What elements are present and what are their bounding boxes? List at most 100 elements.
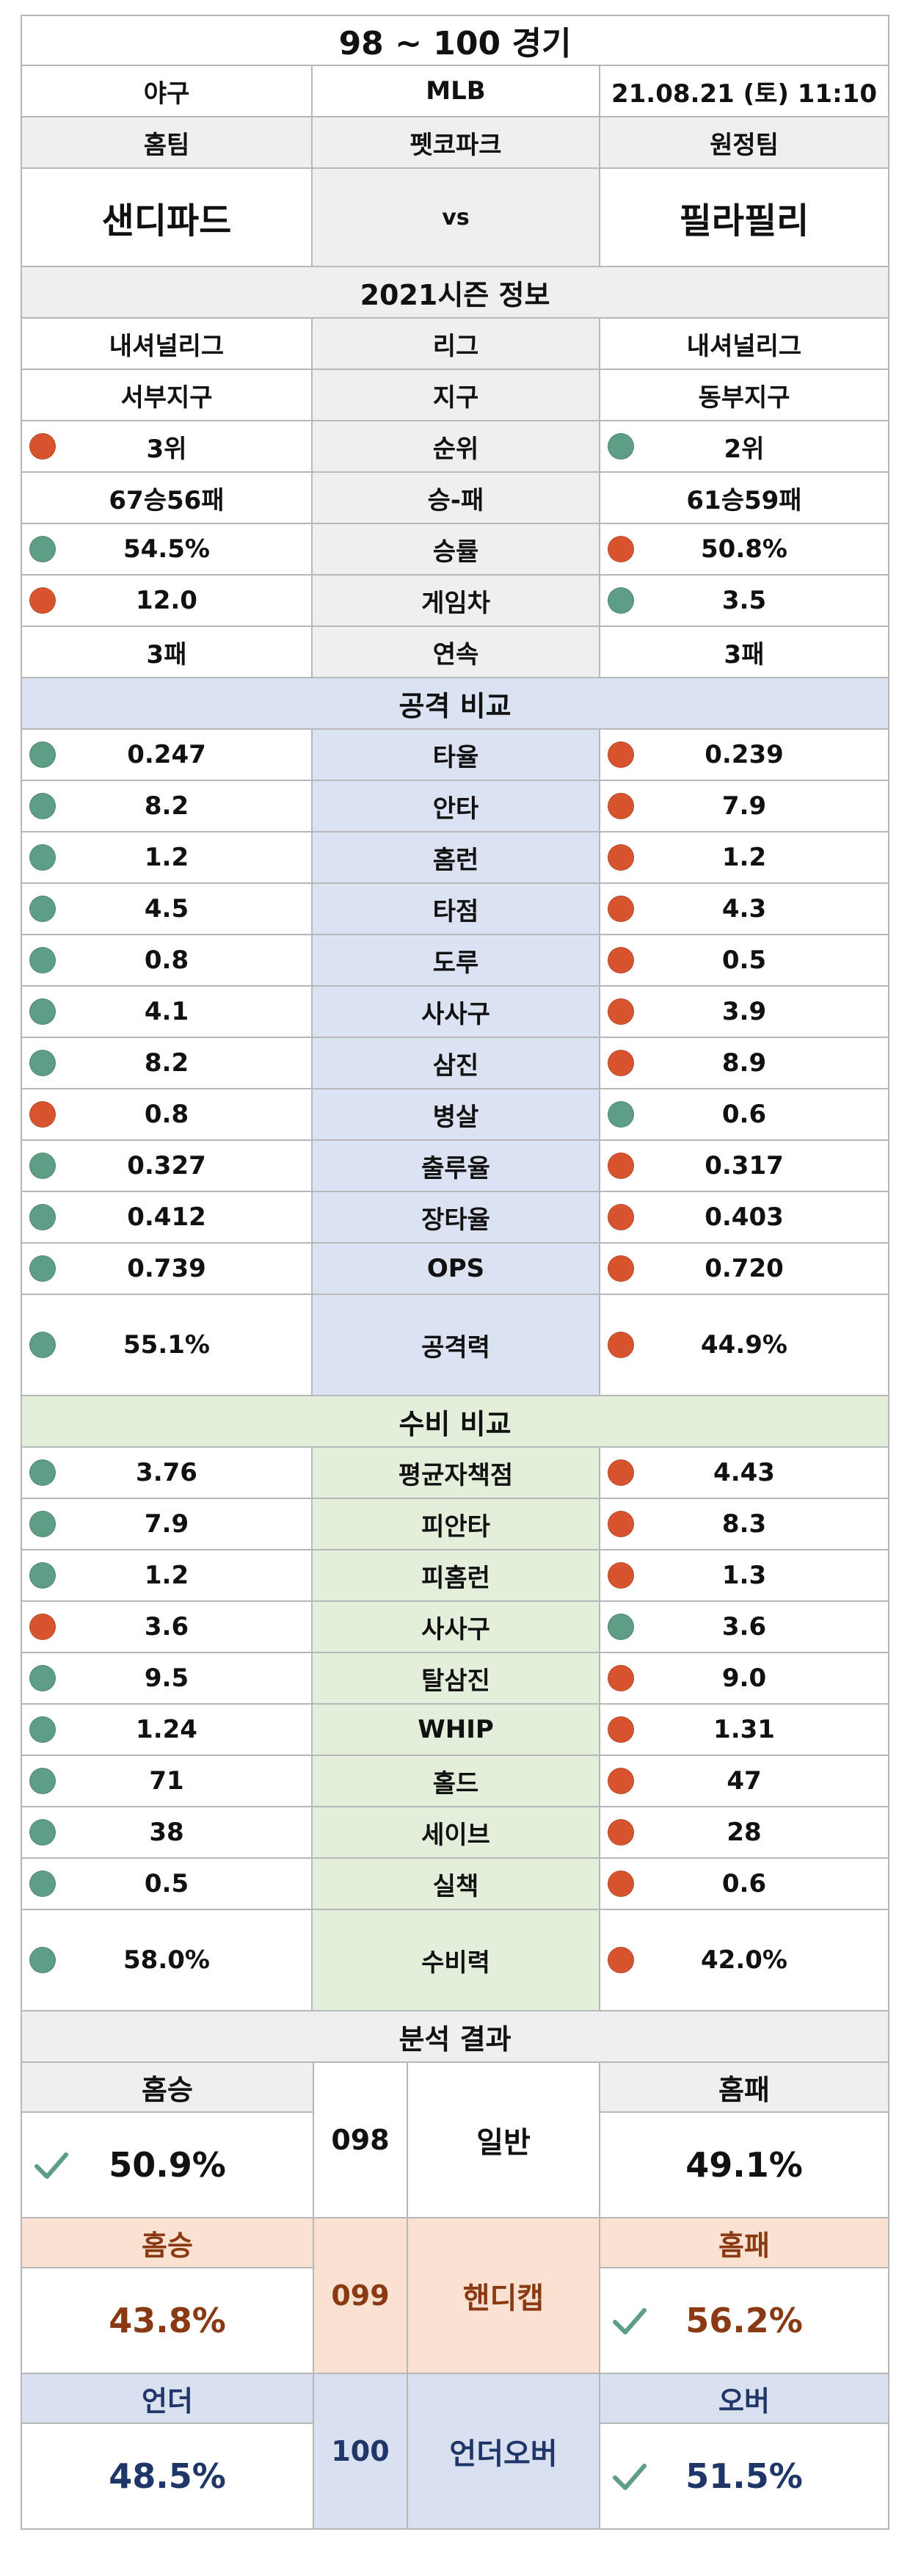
- stat-label: 피홈런: [313, 1550, 600, 1600]
- right-label: 오버: [600, 2374, 888, 2424]
- stat-label-text: 승률: [432, 537, 479, 567]
- stat-row: 0.5 실책 0.6: [21, 1859, 889, 1910]
- green-dot-icon: [29, 896, 56, 922]
- stat-label-text: 사사구: [421, 1614, 490, 1644]
- away-label: 원정팀: [710, 130, 779, 160]
- stat-row: 1.2 피홈런 1.3: [21, 1550, 889, 1602]
- red-dot-icon: [608, 741, 634, 768]
- home-team: 샌디파드: [22, 169, 313, 266]
- green-dot-icon: [29, 1768, 56, 1794]
- green-dot-icon: [29, 998, 56, 1025]
- away-value-text: 4.3: [721, 894, 767, 924]
- away-value: 3패: [600, 627, 888, 677]
- home-value-text: 3.76: [136, 1458, 197, 1487]
- red-dot-icon: [608, 1050, 634, 1076]
- home-value-text: 0.247: [127, 740, 206, 769]
- away-value-text: 50.8%: [701, 534, 787, 564]
- right-value-text: 49.1%: [685, 2145, 803, 2185]
- green-dot-icon: [29, 1562, 56, 1589]
- green-dot-icon: [29, 1947, 56, 1973]
- home-value: 1.2: [22, 832, 313, 882]
- away-value-text: 8.9: [721, 1048, 767, 1078]
- stat-row: 67승56패 승-패 61승59패: [21, 473, 889, 524]
- home-value: 내셔널리그: [22, 319, 313, 369]
- away-value: 44.9%: [600, 1295, 888, 1395]
- away-value-text: 7.9: [721, 791, 767, 821]
- home-value: 4.5: [22, 884, 313, 934]
- stat-label-text: 피홈런: [421, 1563, 490, 1593]
- stat-label-text: 리그: [432, 331, 479, 361]
- away-value: 50.8%: [600, 524, 888, 574]
- stat-row: 1.24 WHIP 1.31: [21, 1705, 889, 1756]
- home-value: 0.412: [22, 1192, 313, 1242]
- left-value-text: 50.9%: [109, 2145, 226, 2185]
- defense-header: 수비 비교: [21, 1396, 889, 1448]
- left-side: 홈승 50.9%: [22, 2063, 314, 2217]
- away-value: 0.6: [600, 1089, 888, 1139]
- right-side: 홈패 56.2%: [599, 2218, 888, 2373]
- stat-label-text: 홈런: [432, 845, 479, 875]
- stat-label-text: 출루율: [421, 1153, 490, 1183]
- check-icon: [611, 2457, 649, 2495]
- away-value-text: 동부지구: [698, 382, 790, 413]
- stat-label: 실책: [313, 1859, 600, 1909]
- away-value-text: 내셔널리그: [686, 331, 802, 361]
- right-label: 홈패: [600, 2218, 888, 2268]
- datetime: 21.08.21 (토) 11:10: [611, 79, 878, 109]
- away-value: 0.239: [600, 730, 888, 780]
- red-dot-icon: [29, 1614, 56, 1640]
- red-dot-icon: [608, 1332, 634, 1358]
- stat-row: 3.76 평균자책점 4.43: [21, 1448, 889, 1499]
- away-value: 47: [600, 1756, 888, 1806]
- away-value-text: 8.3: [721, 1509, 767, 1539]
- stat-label: 사사구: [313, 987, 600, 1037]
- green-dot-icon: [29, 1459, 56, 1486]
- away-value: 1.3: [600, 1550, 888, 1600]
- sheet-title: 98 ~ 100 경기: [338, 25, 572, 62]
- away-value: 0.403: [600, 1192, 888, 1242]
- home-value-text: 38: [149, 1818, 184, 1847]
- away-value-text: 0.720: [705, 1254, 784, 1283]
- home-value: 67승56패: [22, 473, 313, 523]
- away-value-text: 44.9%: [701, 1330, 787, 1360]
- left-side: 홈승 43.8%: [22, 2218, 314, 2373]
- team-name-row: 샌디파드 vs 필라필리: [21, 169, 889, 267]
- analysis-blocks: 홈승 50.9% 098 일반 홈패 49.1% 홈승 43.8% 099 핸디캡 홈패 56.2% 언…: [21, 2063, 889, 2530]
- green-dot-icon: [29, 1819, 56, 1846]
- red-dot-icon: [608, 1665, 634, 1691]
- sport: 야구: [22, 66, 313, 116]
- home-value-text: 3위: [146, 434, 187, 464]
- home-value: 0.8: [22, 1089, 313, 1139]
- away-value-text: 42.0%: [701, 1945, 787, 1975]
- home-value: 3.6: [22, 1602, 313, 1652]
- check-icon: [32, 2146, 70, 2184]
- stat-row: 58.0% 수비력 42.0%: [21, 1910, 889, 2011]
- home-value-text: 1.2: [144, 1561, 189, 1590]
- away-value: 4.3: [600, 884, 888, 934]
- stat-label: 피안타: [313, 1499, 600, 1549]
- red-dot-icon: [29, 587, 56, 614]
- away-value-text: 3.5: [721, 586, 767, 615]
- game-code: 098: [314, 2063, 408, 2217]
- home-value-text: 58.0%: [123, 1945, 210, 1975]
- home-value-text: 8.2: [144, 1048, 189, 1078]
- away-value: 42.0%: [600, 1910, 888, 2010]
- stat-label-text: 평균자책점: [398, 1460, 514, 1490]
- red-dot-icon: [608, 1768, 634, 1794]
- red-dot-icon: [608, 1153, 634, 1179]
- analysis-block: 홈승 43.8% 099 핸디캡 홈패 56.2%: [21, 2218, 889, 2374]
- home-value-text: 71: [149, 1766, 184, 1796]
- green-dot-icon: [29, 1153, 56, 1179]
- away-value-text: 3.9: [721, 997, 767, 1026]
- green-dot-icon: [608, 1101, 634, 1128]
- away-value: 8.3: [600, 1499, 888, 1549]
- green-dot-icon: [29, 1050, 56, 1076]
- right-value-text: 51.5%: [685, 2456, 803, 2496]
- stat-label: 승률: [313, 524, 600, 574]
- green-dot-icon: [29, 1204, 56, 1230]
- away-value-text: 2위: [724, 434, 765, 464]
- stat-label-text: 연속: [432, 639, 479, 670]
- away-value-text: 1.31: [713, 1715, 775, 1744]
- stat-row: 0.247 타율 0.239: [21, 730, 889, 781]
- red-dot-icon: [608, 947, 634, 973]
